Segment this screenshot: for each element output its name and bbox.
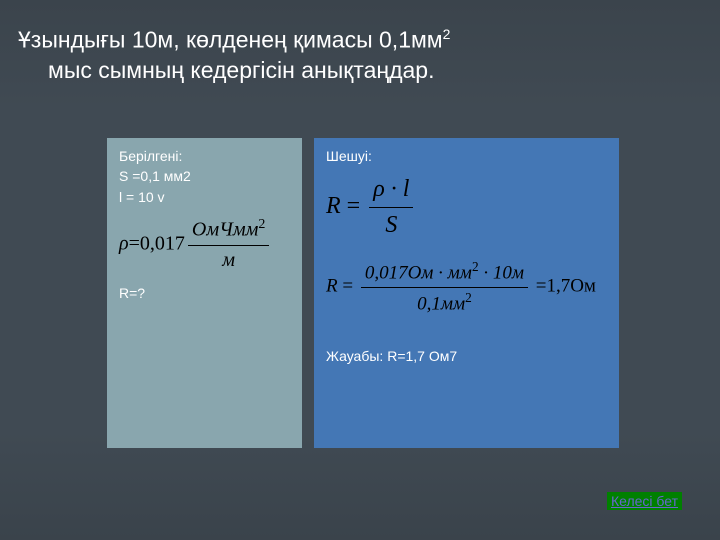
given-rho-formula: ρ=0,017 ОмЧмм2 м — [119, 215, 290, 275]
solution-answer: Жауабы: R=1,7 Ом7 — [326, 346, 607, 366]
rho-den: м — [188, 245, 270, 275]
rho-symbol: ρ — [119, 232, 129, 254]
eq1-lhs: R — [326, 193, 341, 219]
rho-num: ОмЧмм — [192, 219, 259, 241]
formula-r-calc: R = 0,017Ом · мм2 · 10м 0,1мм2 =1,7Ом — [326, 257, 607, 318]
rho-value: =0,017 — [129, 232, 185, 254]
eq1-den: S — [369, 207, 413, 243]
slide-title: Ұзындығы 10м, көлденең қимасы 0,1мм2 мыс… — [0, 0, 720, 85]
given-heading: Берілгені: — [119, 146, 290, 166]
title-sup: 2 — [443, 26, 451, 42]
formula-r-general: R = ρ · l S — [326, 172, 607, 243]
eq2-num-b: · 10м — [479, 262, 524, 283]
content-panels: Берілгені: S =0,1 мм2 l = 10 v ρ=0,017 О… — [107, 138, 619, 448]
eq1-num: ρ · l — [369, 172, 413, 207]
eq2-den-sup: 2 — [465, 290, 472, 305]
solution-panel: Шешуі: R = ρ · l S R = 0,017Ом · мм2 · 1… — [314, 138, 619, 448]
title-line1: Ұзындығы 10м, көлденең қимасы 0,1мм — [18, 27, 443, 53]
next-page-label: Келесі бет — [611, 493, 678, 509]
eq2-den-a: 0,1мм — [417, 293, 465, 314]
given-panel: Берілгені: S =0,1 мм2 l = 10 v ρ=0,017 О… — [107, 138, 302, 448]
given-s: S =0,1 мм2 — [119, 166, 290, 186]
next-page-link[interactable]: Келесі бет — [607, 492, 682, 510]
given-l: l = 10 v — [119, 187, 290, 207]
eq2-num-a: 0,017Ом · мм — [365, 262, 472, 283]
rho-num-sup: 2 — [258, 217, 265, 232]
eq2-result: =1,7Ом — [536, 276, 596, 297]
eq2-lhs: R — [326, 276, 338, 297]
eq2-num-sup: 2 — [472, 259, 479, 274]
solution-heading: Шешуі: — [326, 146, 607, 166]
title-line2: мыс сымның кедергісін анықтаңдар. — [18, 56, 690, 86]
given-r-question: R=? — [119, 283, 290, 303]
